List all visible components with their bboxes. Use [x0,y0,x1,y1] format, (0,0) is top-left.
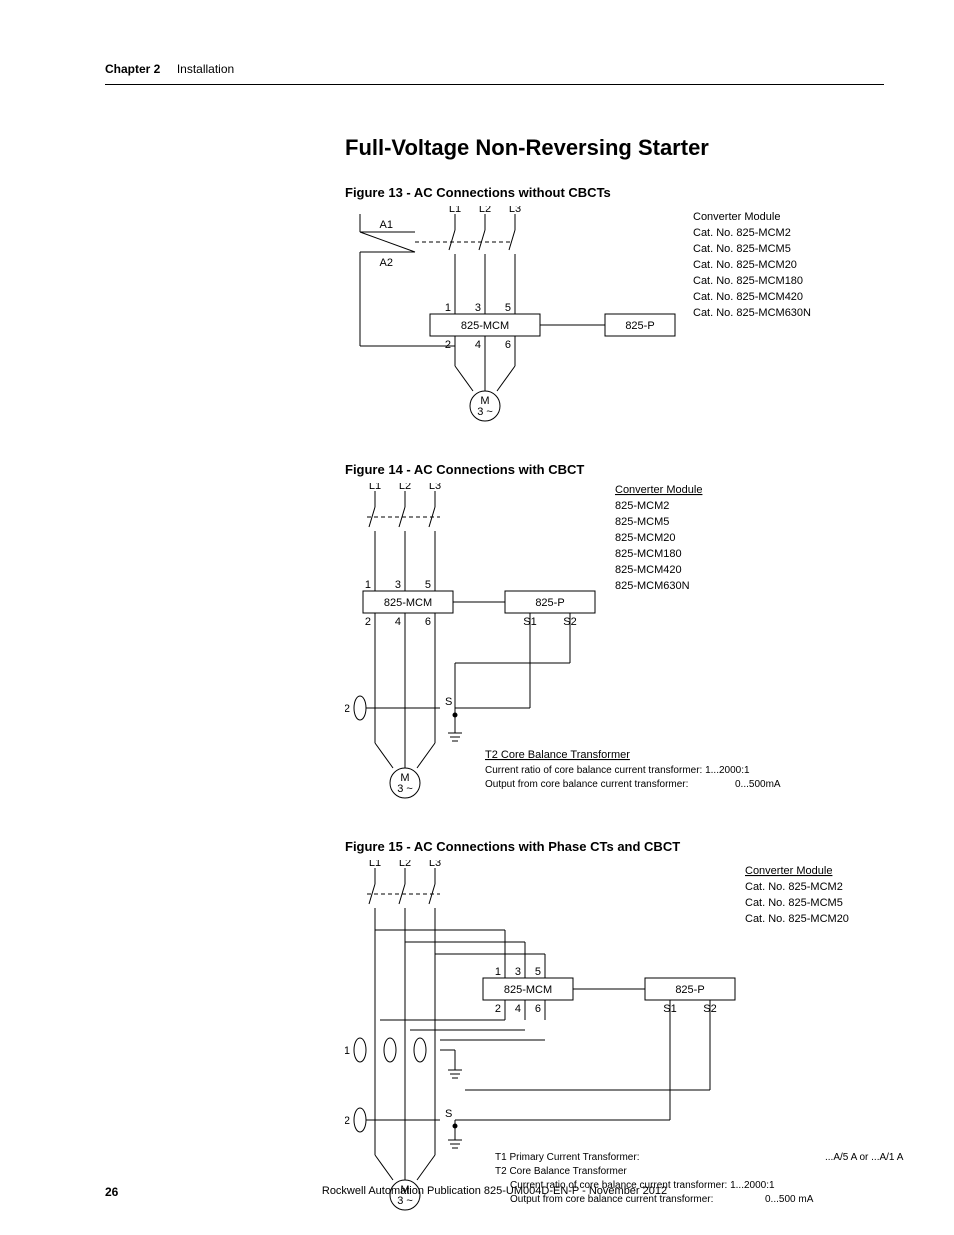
fig13-t4: 4 [475,339,481,351]
fig14-t5: 5 [425,579,431,591]
footer: 26 Rockwell Automation Publication 825-U… [105,1185,884,1199]
fig13-t6: 6 [505,339,511,351]
fig15-L2: L2 [399,860,411,869]
fig13-side-4: Cat. No. 825-MCM420 [693,291,803,303]
fig14-S2: S2 [563,616,576,628]
fig13-side-1: Cat. No. 825-MCM5 [693,243,791,255]
fig15-L3: L3 [429,860,441,869]
fig14-side-5: 825-MCM630N [615,580,690,592]
fig14-t3: 3 [395,579,401,591]
fig13-3: 3 ~ [477,406,493,418]
fig14-note-l1: Current ratio of core balance current tr… [485,765,750,776]
fig13-side-title: Converter Module [693,211,780,223]
fig15-T1: T1 [345,1045,350,1057]
fig13-t3: 3 [475,302,481,314]
fig15-side-1: Cat. No. 825-MCM5 [745,897,843,909]
fig13-side-0: Cat. No. 825-MCM2 [693,227,791,239]
fig14-note-l2b: 0...500mA [735,779,781,790]
fig15-side-2: Cat. No. 825-MCM20 [745,913,849,925]
fig13-t2: 2 [445,339,451,351]
section-title: Full-Voltage Non-Reversing Starter [345,135,884,161]
fig13-L1: L1 [449,206,461,215]
fig14-t1: 1 [365,579,371,591]
chapter-title: Installation [177,62,234,76]
fig15-svg: L1 L2 L3 1 3 5 2 4 6 825-MCM 825-P S1 S2… [345,860,954,1220]
fig14: L1 L2 L3 1 3 5 2 4 6 825-MCM 825-P S1 S2… [345,483,884,813]
fig13-side-3: Cat. No. 825-MCM180 [693,275,803,287]
fig14-T2: T2 [345,703,350,715]
fig14-t2: 2 [365,616,371,628]
fig13: A1 A2 L1 L2 L3 1 3 5 2 4 6 825-MCM 825-P… [345,206,884,436]
fig15-t4: 4 [515,1003,521,1015]
fig15-t5: 5 [535,966,541,978]
fig15-t3: 3 [515,966,521,978]
fig14-3: 3 ~ [397,783,413,795]
fig14-side-title: Converter Module [615,484,702,496]
publication-line: Rockwell Automation Publication 825-UM00… [322,1185,667,1197]
fig13-svg: A1 A2 L1 L2 L3 1 3 5 2 4 6 825-MCM 825-P… [345,206,905,436]
fig14-note-title: T2 Core Balance Transformer [485,749,630,761]
fig13-mcm: 825-MCM [461,320,509,332]
fig14-p: 825-P [535,597,564,609]
fig13-p: 825-P [625,320,654,332]
fig15-side-title: Converter Module [745,865,832,877]
fig14-side-2: 825-MCM20 [615,532,676,544]
fig14-side-4: 825-MCM420 [615,564,682,576]
fig13-t5: 5 [505,302,511,314]
fig15-note-t1b: ...A/5 A or ...A/1 A [825,1152,904,1163]
chapter-label: Chapter 2 [105,62,160,76]
page-number: 26 [105,1185,118,1199]
fig15-note-t1a: T1 Primary Current Transformer: [495,1152,639,1163]
fig14-side-1: 825-MCM5 [615,516,669,528]
fig14-L2: L2 [399,483,411,492]
fig15-T2: T2 [345,1115,350,1127]
fig14-S: S [445,696,452,708]
fig14-side-3: 825-MCM180 [615,548,682,560]
page: Chapter 2 Installation Full-Voltage Non-… [0,0,954,1235]
fig14-svg: L1 L2 L3 1 3 5 2 4 6 825-MCM 825-P S1 S2… [345,483,925,813]
fig13-L3: L3 [509,206,521,215]
fig15-caption: Figure 15 - AC Connections with Phase CT… [345,839,884,854]
fig15-L1: L1 [369,860,381,869]
fig15: L1 L2 L3 1 3 5 2 4 6 825-MCM 825-P S1 S2… [345,860,884,1220]
fig15-t2: 2 [495,1003,501,1015]
fig15-note-t2: T2 Core Balance Transformer [495,1166,627,1177]
fig14-S1: S1 [523,616,536,628]
fig14-t4: 4 [395,616,401,628]
fig14-side-0: 825-MCM2 [615,500,669,512]
fig14-L1: L1 [369,483,381,492]
fig15-t1: 1 [495,966,501,978]
page-header: Chapter 2 Installation [105,60,884,85]
fig14-note-l2a: Output from core balance current transfo… [485,779,688,790]
fig13-L2: L2 [479,206,491,215]
fig14-L3: L3 [429,483,441,492]
fig15-S1: S1 [663,1003,676,1015]
fig15-S: S [445,1108,452,1120]
fig13-A2: A2 [380,257,393,269]
fig15-t6: 6 [535,1003,541,1015]
fig13-t1: 1 [445,302,451,314]
fig14-t6: 6 [425,616,431,628]
fig13-caption: Figure 13 - AC Connections without CBCTs [345,185,884,200]
fig15-p: 825-P [675,984,704,996]
fig15-S2: S2 [703,1003,716,1015]
fig13-A1: A1 [380,219,393,231]
fig14-mcm: 825-MCM [384,597,432,609]
fig15-mcm: 825-MCM [504,984,552,996]
fig15-side-0: Cat. No. 825-MCM2 [745,881,843,893]
fig13-side-5: Cat. No. 825-MCM630N [693,307,811,319]
fig13-side-2: Cat. No. 825-MCM20 [693,259,797,271]
fig14-caption: Figure 14 - AC Connections with CBCT [345,462,884,477]
